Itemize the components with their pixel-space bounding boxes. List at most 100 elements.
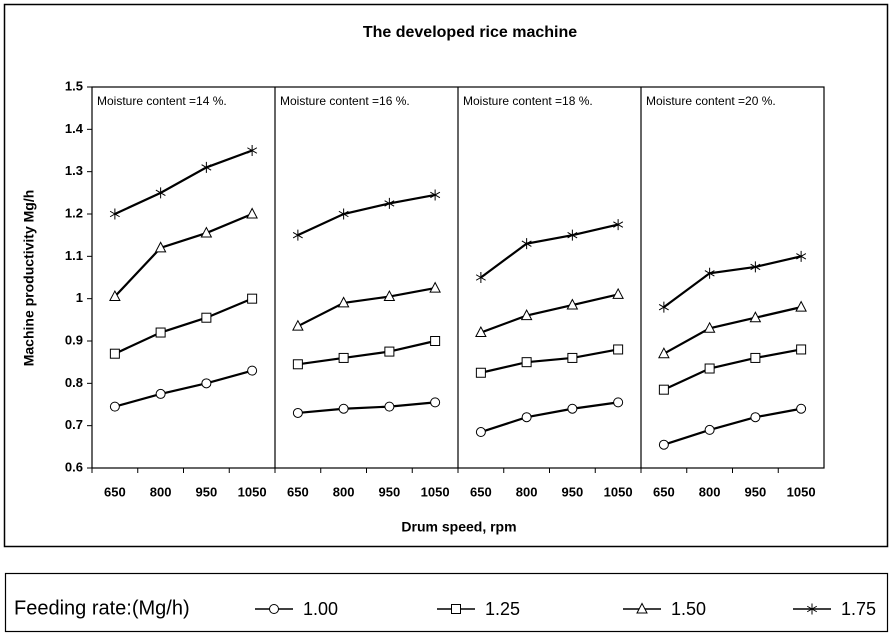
- series-line: [480, 348, 619, 374]
- data-point: [612, 287, 624, 299]
- data-point: [704, 267, 715, 279]
- x-tick-label: 650: [470, 484, 492, 499]
- data-point: [201, 378, 212, 389]
- series-line: [663, 348, 802, 391]
- data-point: [429, 281, 441, 293]
- series-line: [114, 212, 253, 298]
- data-point: [520, 309, 533, 321]
- y-tick-label: 0.9: [65, 332, 83, 347]
- data-point: [247, 365, 258, 376]
- data-point: [109, 401, 120, 412]
- y-tick-label: 1.2: [65, 205, 83, 220]
- data-point: [796, 403, 807, 414]
- data-point: [749, 311, 762, 323]
- data-point: [154, 241, 167, 253]
- data-point: [201, 161, 212, 173]
- y-tick-label: 1.3: [65, 163, 83, 178]
- data-point: [200, 226, 213, 238]
- x-tick-label: 950: [196, 484, 218, 499]
- data-point: [338, 352, 349, 363]
- x-tick-label: 800: [333, 484, 355, 499]
- data-point: [796, 250, 807, 262]
- data-point: [567, 229, 578, 241]
- chart-frame: [3, 3, 889, 548]
- data-point: [384, 401, 395, 412]
- panel-label: Moisture content =18 %.: [463, 94, 593, 108]
- data-point: [704, 363, 715, 374]
- series-line: [114, 149, 253, 215]
- legend-marker: [269, 604, 279, 614]
- y-tick-label: 0.8: [65, 375, 83, 390]
- series-line: [480, 223, 619, 279]
- data-point: [475, 325, 487, 338]
- data-point: [475, 367, 486, 378]
- legend-marker: [806, 603, 818, 615]
- data-point: [384, 197, 395, 209]
- series-line: [663, 255, 802, 309]
- legend-label: 1.75: [841, 599, 876, 619]
- data-point: [658, 384, 669, 395]
- data-point: [201, 312, 212, 323]
- data-point: [109, 208, 120, 220]
- x-tick-label: 1050: [787, 484, 816, 499]
- series-line: [480, 401, 619, 434]
- series-line: [297, 401, 436, 415]
- data-point: [383, 289, 396, 302]
- data-point: [430, 397, 441, 408]
- series-line: [297, 287, 436, 328]
- data-point: [338, 208, 349, 220]
- data-point: [613, 344, 624, 355]
- y-tick-label: 0.6: [65, 459, 83, 474]
- data-point: [246, 207, 258, 219]
- x-tick-label: 1050: [604, 484, 633, 499]
- y-tick-label: 1.1: [65, 248, 83, 263]
- data-point: [658, 347, 670, 359]
- panel-label: Moisture content =14 %.: [97, 94, 227, 108]
- y-tick-label: 1: [76, 290, 83, 305]
- y-tick-label: 0.7: [65, 417, 83, 432]
- series-line: [297, 339, 436, 366]
- legend-label: 1.00: [303, 599, 338, 619]
- legend-marker: [636, 602, 648, 614]
- data-point: [521, 357, 532, 368]
- series-line: [114, 297, 253, 355]
- series-line: [114, 369, 253, 408]
- series-line: [480, 293, 619, 334]
- y-axis-label: Machine productivity Mg/h: [21, 190, 37, 367]
- legend-label: 1.25: [485, 599, 520, 619]
- data-point: [750, 261, 761, 273]
- data-point: [338, 403, 349, 414]
- legend-frame: [4, 572, 889, 633]
- data-point: [155, 187, 166, 199]
- x-tick-label: 1050: [238, 484, 267, 499]
- data-point: [247, 293, 258, 304]
- data-point: [155, 327, 166, 338]
- data-point: [292, 319, 304, 331]
- data-point: [613, 397, 624, 408]
- data-point: [109, 348, 120, 359]
- data-point: [658, 439, 669, 450]
- data-point: [430, 189, 441, 201]
- x-tick-label: 800: [699, 484, 721, 499]
- x-tick-label: 650: [287, 484, 309, 499]
- x-tick-label: 800: [150, 484, 172, 499]
- x-axis-label: Drum speed, rpm: [401, 519, 516, 535]
- series-line: [663, 407, 802, 446]
- x-tick-label: 1050: [421, 484, 450, 499]
- data-point: [292, 229, 303, 241]
- legend-marker: [451, 604, 461, 614]
- x-tick-label: 800: [516, 484, 538, 499]
- x-tick-label: 650: [653, 484, 675, 499]
- data-point: [704, 424, 715, 435]
- x-tick-label: 950: [379, 484, 401, 499]
- data-point: [155, 388, 166, 399]
- data-point: [750, 412, 761, 423]
- series-line: [297, 193, 436, 237]
- series-line: [663, 306, 802, 355]
- data-point: [292, 407, 303, 418]
- panel-label: Moisture content =16 %.: [280, 94, 410, 108]
- legend-title: Feeding rate:(Mg/h): [14, 597, 190, 619]
- panel-label: Moisture content =20 %.: [646, 94, 776, 108]
- legend-label: 1.50: [671, 599, 706, 619]
